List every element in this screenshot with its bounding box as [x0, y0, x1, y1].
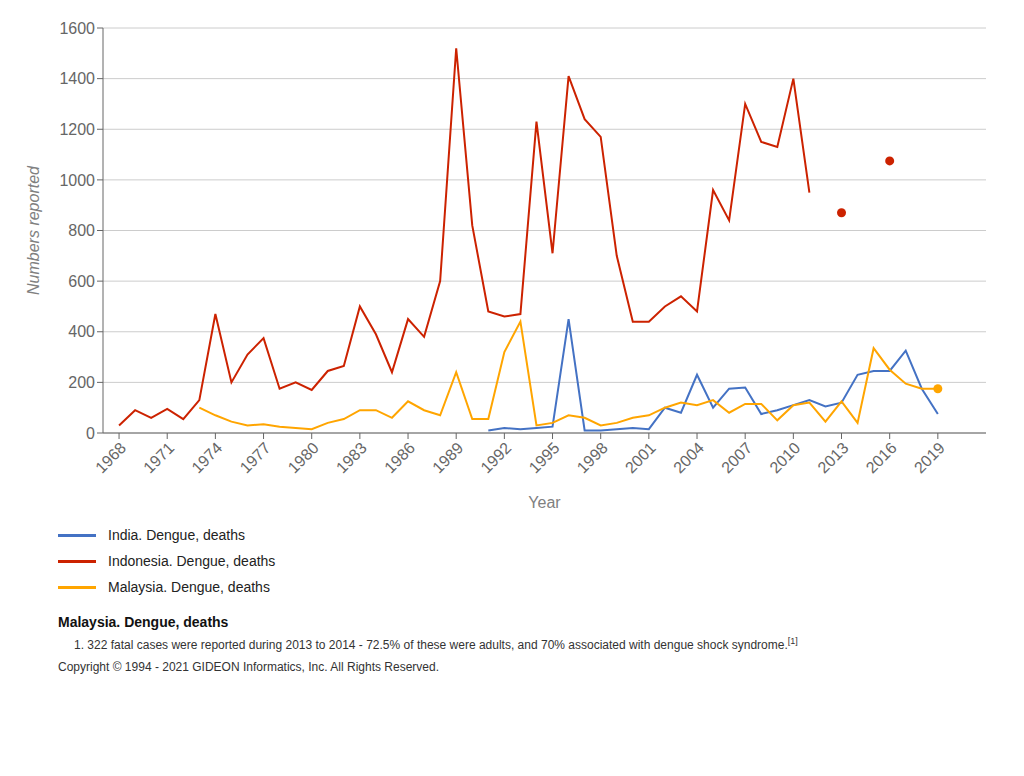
svg-text:1977: 1977	[237, 439, 274, 476]
svg-text:1992: 1992	[477, 439, 514, 476]
html-text:Copyright © 1994 - 2021 GIDEON: Copyright © 1994 - 2021 GIDEON Informati…	[58, 660, 439, 674]
svg-text:800: 800	[68, 222, 95, 239]
svg-text:1600: 1600	[59, 20, 95, 37]
svg-text:Year: Year	[528, 494, 561, 511]
svg-text:1980: 1980	[285, 439, 322, 476]
svg-text:1983: 1983	[333, 439, 370, 476]
svg-text:2019: 2019	[911, 439, 948, 476]
html-text:Indonesia. Dengue, deaths: Indonesia. Dengue, deaths	[108, 553, 276, 569]
svg-text:1971: 1971	[140, 439, 177, 476]
svg-text:Numbers reported: Numbers reported	[25, 165, 42, 295]
svg-text:1968: 1968	[92, 439, 129, 476]
svg-text:1995: 1995	[525, 439, 562, 476]
svg-text:400: 400	[68, 323, 95, 340]
svg-text:2007: 2007	[718, 439, 755, 476]
svg-text:1974: 1974	[188, 439, 225, 476]
svg-text:200: 200	[68, 374, 95, 391]
svg-text:1998: 1998	[574, 439, 611, 476]
html-text:Malaysia. Dengue, deaths: Malaysia. Dengue, deaths	[58, 614, 229, 630]
svg-text:1989: 1989	[429, 439, 466, 476]
svg-text:1200: 1200	[59, 121, 95, 138]
svg-text:2016: 2016	[863, 439, 900, 476]
svg-text:600: 600	[68, 273, 95, 290]
svg-text:2010: 2010	[766, 439, 803, 476]
svg-text:1986: 1986	[381, 439, 418, 476]
svg-text:2004: 2004	[670, 439, 707, 476]
svg-text:1400: 1400	[59, 70, 95, 87]
svg-text:1000: 1000	[59, 172, 95, 189]
html-text:1. 322 fatal cases were report: 1. 322 fatal cases were reported during …	[74, 636, 798, 652]
svg-text:2013: 2013	[814, 439, 851, 476]
html-text:India. Dengue, deaths: India. Dengue, deaths	[108, 527, 245, 543]
svg-text:2001: 2001	[622, 439, 659, 476]
html-text:Malaysia. Dengue, deaths: Malaysia. Dengue, deaths	[108, 579, 270, 595]
svg-text:0: 0	[86, 425, 95, 442]
